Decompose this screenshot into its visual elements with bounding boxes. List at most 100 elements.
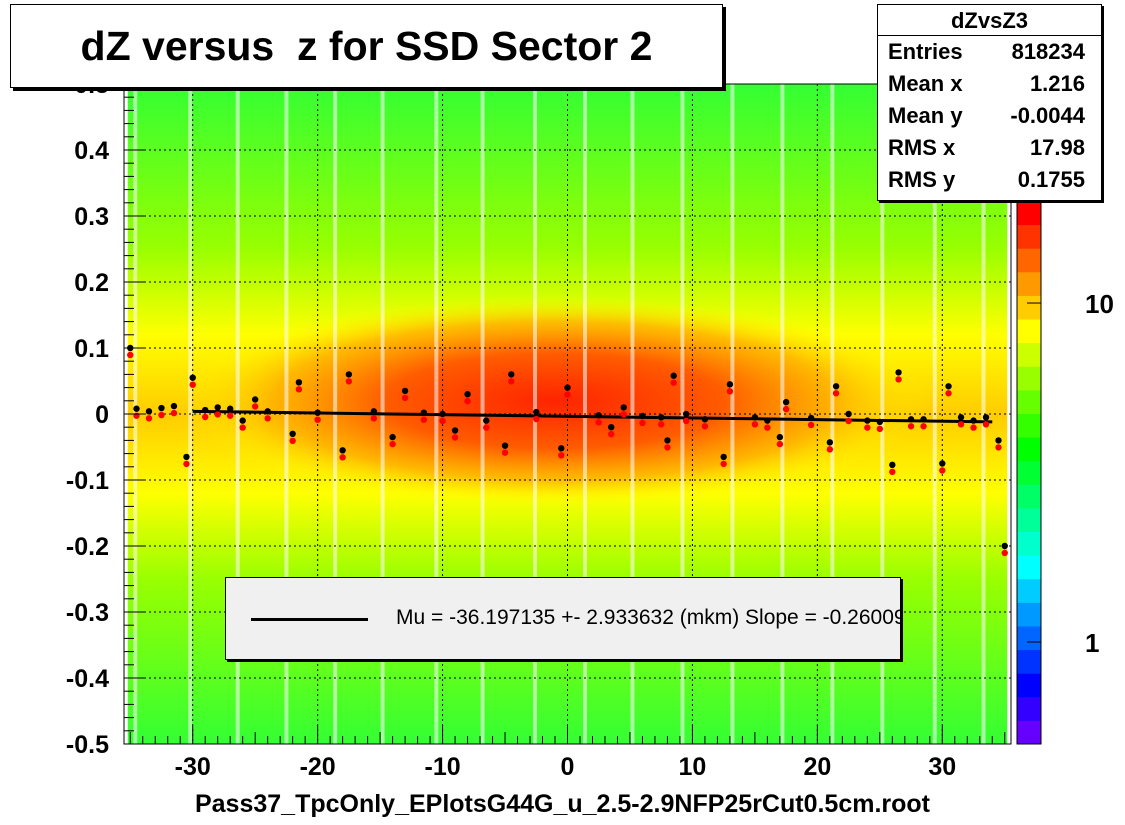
profile-point-red (608, 431, 615, 438)
heatmap-core (180, 295, 930, 507)
stats-row-entries: Entries 818234 (878, 36, 1101, 68)
fit-line (192, 409, 993, 424)
profile-point-black (214, 404, 221, 411)
profile-point-black (314, 409, 321, 416)
profile-point-black (226, 405, 234, 412)
profile-point-red (970, 424, 977, 431)
profile-point-black (189, 374, 196, 381)
profile-point-red (158, 411, 165, 419)
profile-point-red (533, 415, 540, 423)
y-tick-label: -0.4 (66, 665, 109, 693)
profile-point-black (751, 414, 759, 421)
profile-point-red (895, 376, 902, 383)
profile-point-black (826, 439, 834, 446)
profile-point-red (726, 388, 734, 395)
profile-point-black (483, 417, 490, 424)
profile-point-black (876, 418, 884, 426)
profile-point-black (1001, 542, 1008, 550)
palette-frame (1016, 200, 1042, 745)
profile-point-black (720, 453, 727, 461)
profile-point-red (920, 423, 927, 430)
profile-point-black (145, 408, 153, 415)
profile-point-red (389, 440, 396, 448)
profile-point-red (995, 444, 1002, 451)
palette-swatch (1017, 507, 1041, 533)
stats-row-rms-x: RMS x 17.98 (878, 132, 1101, 164)
stats-label: RMS y (888, 167, 956, 192)
palette-swatch (1017, 342, 1041, 367)
y-tick-label: -0.1 (66, 467, 109, 495)
profile-point-black (920, 416, 927, 423)
profile-point-black (289, 430, 296, 437)
palette-swatch (1017, 224, 1041, 249)
profile-point-red (239, 424, 246, 431)
palette-swatch (1017, 319, 1041, 344)
palette-swatch (1017, 649, 1041, 674)
profile-point-red (764, 424, 771, 431)
profile-point-black (133, 405, 140, 412)
profile-point-red (564, 391, 571, 398)
profile-point-black (501, 442, 509, 449)
profile-point-red (720, 460, 727, 468)
y-tick-label: 0.1 (74, 335, 109, 363)
palette-swatch (1017, 531, 1041, 556)
y-tick-label: 0.2 (74, 269, 109, 297)
profile-point-black (639, 412, 646, 420)
profile-point-red (682, 417, 690, 425)
x-tick-label: 30 (928, 753, 956, 781)
profile-point-black (533, 408, 540, 416)
profile-point-red (558, 452, 565, 459)
profile-point-black (782, 398, 790, 406)
profile-point-red (807, 421, 815, 429)
x-tick-label: -20 (300, 753, 336, 781)
color-palette: 1 10 (1016, 200, 1114, 745)
profile-point-black (401, 387, 409, 395)
chart-title: dZ versus z for SSD Sector 2 (10, 4, 723, 88)
profile-point-black (982, 414, 990, 421)
profile-point-black (970, 417, 977, 424)
palette-swatch (1017, 389, 1041, 414)
heatmap-gap-stripe (730, 84, 735, 744)
profile-point-red (664, 444, 671, 451)
x-tick-label: 20 (803, 753, 831, 781)
profile-point-black (202, 406, 209, 414)
palette-tick-label: 1 (1085, 628, 1099, 658)
palette-swatch (1017, 295, 1041, 320)
profile-point-red (826, 446, 834, 453)
palette-swatch (1017, 460, 1041, 485)
x-tick-label: 0 (561, 753, 575, 781)
profile-point-red (957, 421, 965, 428)
palette-swatch (1017, 201, 1041, 226)
profile-point-red (1001, 549, 1008, 557)
y-tick-label: -0.3 (66, 599, 109, 627)
profile-point-red (483, 424, 490, 431)
profile-point-red (876, 425, 884, 433)
profile-point-black (295, 379, 303, 386)
profile-point-red (670, 379, 677, 386)
profile-point-red (183, 460, 190, 468)
stats-name: dZvsZ3 (878, 5, 1101, 36)
profile-point-red (133, 412, 140, 419)
profile-point-black (264, 408, 271, 415)
legend-text: Mu = -36.197135 +- 2.933632 (mkm) Slope … (396, 606, 900, 629)
profile-point-red (657, 421, 665, 428)
axes: -30 -20 -10 0 10 20 30 -0.5 -0.4 -0.3 -0.2 -0.1 0 0.1… (66, 71, 1012, 781)
palette-swatch (1017, 484, 1041, 509)
x-tick-label: 10 (679, 753, 707, 781)
profile-point-black (864, 417, 871, 424)
profile-point-red (939, 467, 946, 474)
stats-value: 818234 (1011, 39, 1085, 64)
profile-point-red (945, 390, 952, 397)
profile-point-red (289, 437, 296, 444)
heatmap-gap-stripe (630, 84, 635, 744)
heatmap-gap-stripe (830, 84, 835, 744)
profile-point-black (439, 410, 446, 418)
palette-swatch (1017, 413, 1041, 438)
profile-point-black (345, 371, 353, 378)
palette-swatch (1017, 271, 1041, 296)
palette-swatch (1017, 437, 1041, 462)
y-tick-label: -0.5 (66, 731, 109, 759)
stats-value: -0.0044 (1010, 103, 1085, 128)
profile-point-red (776, 440, 784, 448)
profile-point-red (845, 417, 852, 425)
